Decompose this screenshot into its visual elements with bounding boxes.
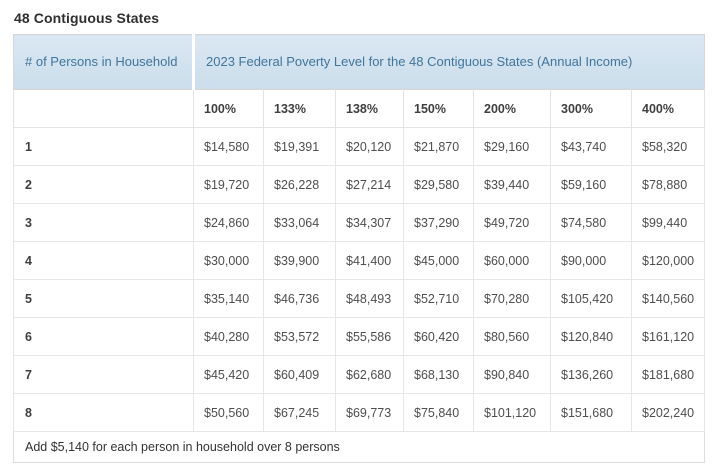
value-cell: $74,580 xyxy=(550,203,632,242)
value-cell: $70,280 xyxy=(473,279,551,318)
value-cell: $202,240 xyxy=(630,393,706,432)
value-cell: $80,560 xyxy=(473,317,551,356)
percent-header-100: 100% xyxy=(193,89,264,128)
persons-cell: 4 xyxy=(13,241,194,280)
fpl-table: # of Persons in Household 2023 Federal P… xyxy=(12,34,706,463)
value-cell: $59,160 xyxy=(550,165,632,204)
value-cell: $50,560 xyxy=(193,393,264,432)
value-cell: $35,140 xyxy=(193,279,264,318)
table-footer-note: Add $5,140 for each person in household … xyxy=(12,431,706,463)
value-cell: $90,000 xyxy=(550,241,632,280)
table-row: 2 $19,720 $26,228 $27,214 $29,580 $39,44… xyxy=(13,165,706,204)
value-cell: $151,680 xyxy=(550,393,632,432)
header-fpl-cell: 2023 Federal Poverty Level for the 48 Co… xyxy=(193,34,705,90)
value-cell: $41,400 xyxy=(335,241,404,280)
value-cell: $101,120 xyxy=(473,393,551,432)
value-cell: $136,260 xyxy=(550,355,632,394)
value-cell: $62,680 xyxy=(335,355,404,394)
value-cell: $37,290 xyxy=(403,203,474,242)
percent-header-138: 138% xyxy=(335,89,404,128)
persons-cell: 1 xyxy=(13,127,194,166)
value-cell: $40,280 xyxy=(193,317,264,356)
value-cell: $21,870 xyxy=(403,127,474,166)
percent-header-133: 133% xyxy=(263,89,336,128)
value-cell: $90,840 xyxy=(473,355,551,394)
value-cell: $27,214 xyxy=(335,165,404,204)
value-cell: $69,773 xyxy=(335,393,404,432)
value-cell: $67,245 xyxy=(263,393,336,432)
page-title: 48 Contiguous States xyxy=(14,10,160,26)
value-cell: $161,120 xyxy=(630,317,706,356)
value-cell: $39,900 xyxy=(263,241,336,280)
value-cell: $120,000 xyxy=(630,241,706,280)
value-cell: $45,000 xyxy=(403,241,474,280)
value-cell: $60,420 xyxy=(403,317,474,356)
persons-cell: 5 xyxy=(13,279,194,318)
value-cell: $14,580 xyxy=(193,127,264,166)
persons-cell: 8 xyxy=(13,393,194,432)
percent-header-row: 100% 133% 138% 150% 200% 300% 400% xyxy=(13,89,706,128)
value-cell: $53,572 xyxy=(263,317,336,356)
header-persons-cell: # of Persons in Household xyxy=(13,34,195,90)
percent-header-200: 200% xyxy=(473,89,551,128)
percent-header-400: 400% xyxy=(630,89,706,128)
value-cell: $181,680 xyxy=(630,355,706,394)
value-cell: $52,710 xyxy=(403,279,474,318)
percent-header-300: 300% xyxy=(550,89,632,128)
value-cell: $26,228 xyxy=(263,165,336,204)
persons-cell: 6 xyxy=(13,317,194,356)
value-cell: $55,586 xyxy=(335,317,404,356)
value-cell: $49,720 xyxy=(473,203,551,242)
table-header-row: # of Persons in Household 2023 Federal P… xyxy=(13,34,705,90)
value-cell: $75,840 xyxy=(403,393,474,432)
table-footer-row: Add $5,140 for each person in household … xyxy=(12,431,706,463)
value-cell: $120,840 xyxy=(550,317,632,356)
value-cell: $99,440 xyxy=(630,203,706,242)
table-row: 7 $45,420 $60,409 $62,680 $68,130 $90,84… xyxy=(13,355,706,394)
value-cell: $20,120 xyxy=(335,127,404,166)
value-cell: $68,130 xyxy=(403,355,474,394)
value-cell: $29,580 xyxy=(403,165,474,204)
value-cell: $58,320 xyxy=(630,127,706,166)
value-cell: $39,440 xyxy=(473,165,551,204)
value-cell: $19,391 xyxy=(263,127,336,166)
value-cell: $60,409 xyxy=(263,355,336,394)
percent-header-150: 150% xyxy=(403,89,474,128)
value-cell: $60,000 xyxy=(473,241,551,280)
value-cell: $19,720 xyxy=(193,165,264,204)
value-cell: $34,307 xyxy=(335,203,404,242)
table-row: 5 $35,140 $46,736 $48,493 $52,710 $70,28… xyxy=(13,279,706,318)
table-row: 4 $30,000 $39,900 $41,400 $45,000 $60,00… xyxy=(13,241,706,280)
value-cell: $33,064 xyxy=(263,203,336,242)
persons-cell: 2 xyxy=(13,165,194,204)
value-cell: $30,000 xyxy=(193,241,264,280)
persons-cell: 7 xyxy=(13,355,194,394)
value-cell: $24,860 xyxy=(193,203,264,242)
table-row: 6 $40,280 $53,572 $55,586 $60,420 $80,56… xyxy=(13,317,706,356)
persons-cell: 3 xyxy=(13,203,194,242)
value-cell: $46,736 xyxy=(263,279,336,318)
value-cell: $43,740 xyxy=(550,127,632,166)
table-row: 8 $50,560 $67,245 $69,773 $75,840 $101,1… xyxy=(13,393,706,432)
value-cell: $48,493 xyxy=(335,279,404,318)
value-cell: $78,880 xyxy=(630,165,706,204)
percent-header-empty-cell xyxy=(13,89,194,128)
value-cell: $29,160 xyxy=(473,127,551,166)
value-cell: $105,420 xyxy=(550,279,632,318)
table-row: 1 $14,580 $19,391 $20,120 $21,870 $29,16… xyxy=(13,127,706,166)
value-cell: $45,420 xyxy=(193,355,264,394)
value-cell: $140,560 xyxy=(630,279,706,318)
table-row: 3 $24,860 $33,064 $34,307 $37,290 $49,72… xyxy=(13,203,706,242)
